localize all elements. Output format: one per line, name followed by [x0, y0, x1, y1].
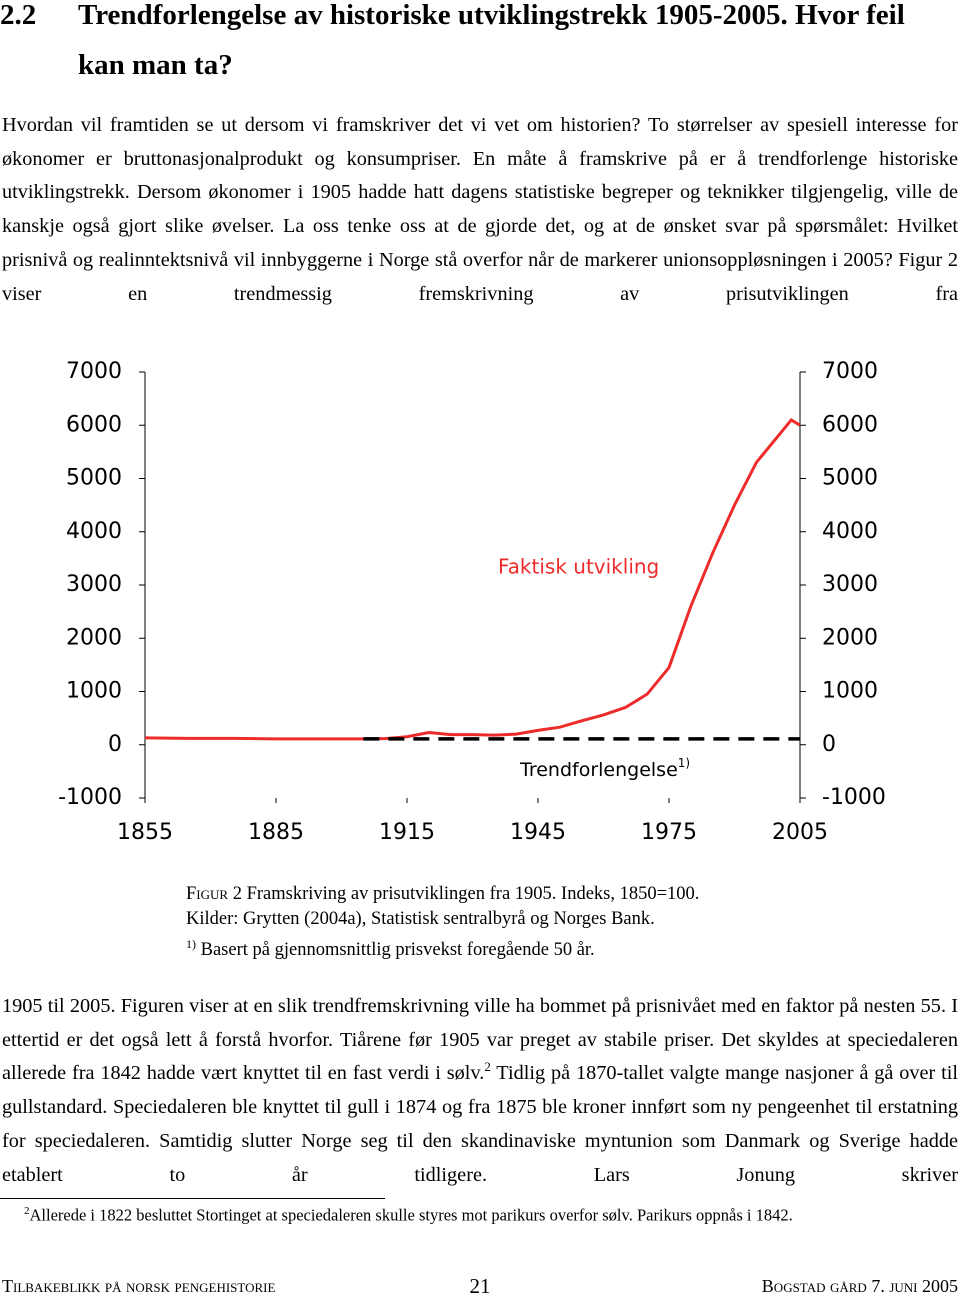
caption-text: Framskriving av prisutviklingen fra 1905…	[246, 884, 700, 904]
y2-tick-label: 6000	[822, 412, 878, 437]
footnote-rule	[0, 1198, 385, 1199]
y-tick-label: -1000	[58, 785, 122, 810]
y2-tick-label: 0	[822, 732, 836, 757]
series-label: Trendforlengelse1)	[519, 756, 690, 781]
section-title: Trendforlengelse av historiske utvikling…	[78, 0, 905, 81]
note-text: Basert på gjennomsnittlig prisvekst fore…	[200, 940, 595, 961]
x-tick-label: 1855	[117, 820, 173, 845]
paragraph: Hvordan vil framtiden se ut dersom vi fr…	[2, 114, 958, 305]
footnote-ref: 2	[484, 1059, 491, 1075]
y-tick-label: 0	[108, 732, 122, 757]
footer-left: Tilbakeblikk på norsk pengehistorie	[2, 1276, 276, 1296]
y2-tick-label: -1000	[822, 785, 886, 810]
x-tick-label: 1915	[379, 820, 435, 845]
section-number: 2.2	[0, 0, 37, 31]
caption-source: Kilder: Grytten (2004a), Statistisk sent…	[186, 909, 655, 929]
y2-tick-label: 1000	[822, 679, 878, 704]
series-line	[144, 417, 801, 741]
text: Tidlig på 1870-tallet valgte mange nasjo…	[2, 1062, 959, 1186]
footnote-text: Allerede i 1822 besluttet Stortinget at …	[29, 1205, 793, 1225]
chart: -1000 0 1000 2000 3000 4000 5000 6000 7000 -1000 0…	[58, 359, 886, 845]
series-label-text: Trendforlengelse	[519, 759, 678, 781]
y2-tick-label: 3000	[822, 572, 878, 597]
caption-note: 1) Basert på gjennomsnittlig prisvekst f…	[186, 932, 595, 963]
y-tick-label: 4000	[66, 519, 122, 544]
y2-tick-label: 5000	[822, 466, 878, 491]
y-tick-label: 7000	[66, 359, 122, 384]
y2-tick-label: 7000	[822, 359, 878, 384]
note-mark: 1)	[186, 937, 196, 951]
y2-tick-label: 2000	[822, 625, 878, 650]
text: 1905 til 2005. Figuren viser at en slik …	[2, 995, 958, 1085]
x-tick-label: 1945	[510, 820, 566, 845]
x-tick-label: 2005	[772, 820, 828, 845]
x-tick-label: 1975	[641, 820, 697, 845]
y-tick-label: 1000	[66, 679, 122, 704]
footnote-mark: 2	[24, 1205, 30, 1217]
y-tick-label: 5000	[66, 466, 122, 491]
paragraph: 1905 til 2005. Figuren viser at en slik …	[2, 990, 958, 1192]
series-label: Faktisk utvikling	[498, 555, 659, 579]
x-tick-label: 1885	[248, 820, 304, 845]
y2-tick-label: 4000	[822, 519, 878, 544]
y-tick-label: 3000	[66, 572, 122, 597]
series-label-superscript: 1)	[678, 756, 690, 770]
caption: Figur 2 Framskriving av prisutviklingen …	[186, 882, 699, 907]
caption-label: Figur 2	[186, 884, 242, 904]
footnote: 2Allerede i 1822 besluttet Stortinget at…	[24, 1205, 793, 1226]
footer-right: Bogstad gård 7. juni 2005	[761, 1276, 958, 1296]
page-number: 21	[469, 1274, 491, 1298]
y-tick-label: 6000	[66, 412, 122, 437]
y-tick-label: 2000	[66, 625, 122, 650]
